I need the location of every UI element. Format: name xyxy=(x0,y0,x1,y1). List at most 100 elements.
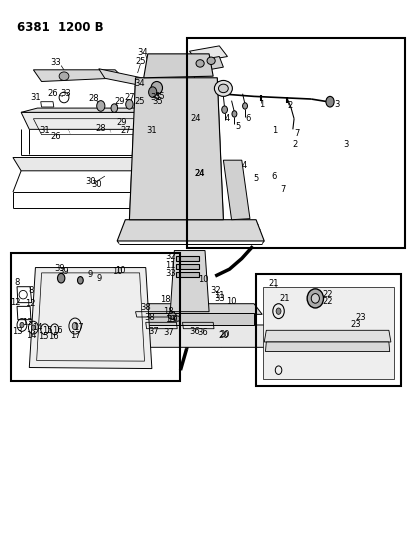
Ellipse shape xyxy=(310,294,319,303)
Polygon shape xyxy=(33,325,368,348)
Text: 10: 10 xyxy=(197,275,208,284)
Text: 20: 20 xyxy=(219,330,229,339)
Text: 21: 21 xyxy=(268,279,278,288)
Ellipse shape xyxy=(218,84,228,93)
Text: 4: 4 xyxy=(224,114,229,123)
Text: 30: 30 xyxy=(91,180,102,189)
Ellipse shape xyxy=(97,101,105,111)
Polygon shape xyxy=(99,69,157,89)
Ellipse shape xyxy=(325,96,333,107)
Text: 24: 24 xyxy=(194,169,205,178)
Text: 27: 27 xyxy=(124,93,135,102)
Polygon shape xyxy=(263,287,393,379)
Polygon shape xyxy=(13,158,172,171)
Text: 16: 16 xyxy=(48,332,59,341)
Text: 33: 33 xyxy=(164,269,175,278)
Text: 36: 36 xyxy=(197,328,208,337)
Polygon shape xyxy=(129,78,223,220)
Text: 4: 4 xyxy=(240,161,246,170)
Text: 28: 28 xyxy=(88,94,99,103)
Text: 9: 9 xyxy=(96,273,101,282)
Text: 31: 31 xyxy=(146,126,157,135)
Bar xyxy=(176,272,198,277)
Text: 16: 16 xyxy=(52,326,63,335)
Bar xyxy=(176,256,198,261)
Text: 39: 39 xyxy=(54,264,65,273)
Text: 15: 15 xyxy=(42,326,53,335)
Text: 24: 24 xyxy=(194,169,205,178)
Text: 25: 25 xyxy=(134,97,144,106)
Text: 1: 1 xyxy=(271,126,276,135)
Text: 17: 17 xyxy=(70,331,80,340)
Text: 8: 8 xyxy=(29,286,34,295)
Text: 11: 11 xyxy=(164,261,175,270)
Text: 5: 5 xyxy=(234,122,240,131)
Text: 15: 15 xyxy=(38,332,49,341)
Polygon shape xyxy=(223,160,249,220)
Text: 13: 13 xyxy=(22,318,32,327)
Text: 12: 12 xyxy=(10,298,20,307)
Polygon shape xyxy=(265,342,389,352)
Text: 19: 19 xyxy=(166,315,177,324)
Ellipse shape xyxy=(111,104,117,112)
Ellipse shape xyxy=(77,277,83,284)
Text: 38: 38 xyxy=(144,312,155,321)
Text: 37: 37 xyxy=(162,328,173,337)
Text: 22: 22 xyxy=(321,289,332,298)
Ellipse shape xyxy=(221,106,227,114)
Text: 31: 31 xyxy=(30,93,40,102)
Text: 3: 3 xyxy=(333,100,338,109)
Text: 2: 2 xyxy=(292,140,297,149)
Polygon shape xyxy=(189,46,227,62)
Text: 35: 35 xyxy=(154,92,165,101)
Ellipse shape xyxy=(214,80,232,96)
Text: 38: 38 xyxy=(140,303,151,312)
Ellipse shape xyxy=(151,82,162,94)
Bar xyxy=(176,264,198,269)
Text: 18: 18 xyxy=(162,307,173,316)
Text: 23: 23 xyxy=(354,313,365,322)
Text: 6381  1200 B: 6381 1200 B xyxy=(17,21,103,34)
Ellipse shape xyxy=(207,57,215,64)
Bar xyxy=(256,274,400,386)
Text: 32: 32 xyxy=(164,253,175,261)
Text: 28: 28 xyxy=(95,124,106,133)
Polygon shape xyxy=(155,108,172,130)
Text: 37: 37 xyxy=(148,327,159,336)
Polygon shape xyxy=(123,313,254,325)
Text: 39: 39 xyxy=(58,268,69,276)
Text: 6: 6 xyxy=(245,114,250,123)
Text: 18: 18 xyxy=(159,295,170,304)
Text: 14: 14 xyxy=(32,323,43,332)
Text: 13: 13 xyxy=(13,327,23,336)
Text: 33: 33 xyxy=(61,89,71,98)
Polygon shape xyxy=(115,304,262,314)
Ellipse shape xyxy=(31,325,35,330)
Ellipse shape xyxy=(231,111,236,117)
Text: 29: 29 xyxy=(115,97,125,106)
Text: 20: 20 xyxy=(218,331,228,340)
Text: 27: 27 xyxy=(120,126,130,135)
Polygon shape xyxy=(144,54,213,78)
Ellipse shape xyxy=(168,313,176,319)
Polygon shape xyxy=(33,70,123,82)
Polygon shape xyxy=(189,56,223,72)
Text: 26: 26 xyxy=(47,88,58,98)
Ellipse shape xyxy=(242,103,247,109)
Text: 19: 19 xyxy=(164,315,175,324)
Ellipse shape xyxy=(72,322,78,330)
Text: 29: 29 xyxy=(116,118,126,127)
Ellipse shape xyxy=(59,72,69,80)
Text: 36: 36 xyxy=(189,327,200,336)
Text: 23: 23 xyxy=(350,320,361,329)
Text: 35: 35 xyxy=(152,97,163,106)
Bar xyxy=(11,253,180,381)
Text: 10: 10 xyxy=(112,268,122,276)
Text: 3: 3 xyxy=(342,140,348,149)
Text: 25: 25 xyxy=(135,57,145,66)
Text: 2: 2 xyxy=(287,101,292,110)
Polygon shape xyxy=(29,268,151,368)
Text: 34: 34 xyxy=(137,48,148,56)
Polygon shape xyxy=(170,251,209,312)
Text: 6: 6 xyxy=(271,172,276,181)
